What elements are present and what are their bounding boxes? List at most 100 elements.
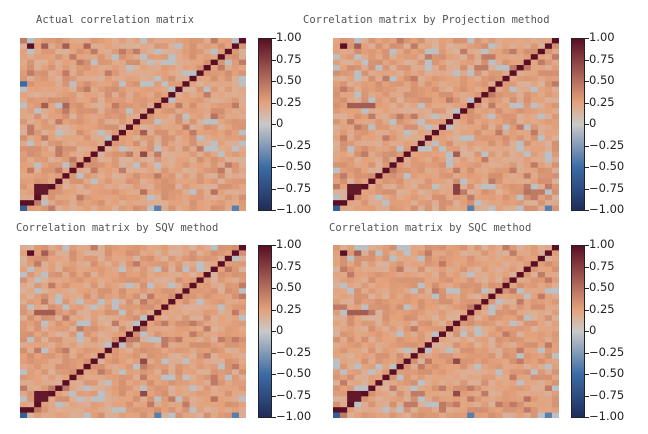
heatmap-cell bbox=[182, 250, 190, 257]
heatmap-cell bbox=[453, 173, 461, 179]
heatmap-cell bbox=[27, 250, 35, 257]
heatmap-cell bbox=[460, 189, 468, 196]
heatmap-cell bbox=[217, 162, 226, 169]
heatmap-cell bbox=[446, 162, 454, 169]
heatmap-cell bbox=[125, 358, 134, 365]
heatmap-cell bbox=[168, 396, 176, 403]
heatmap-cell bbox=[537, 299, 546, 305]
heatmap-cell bbox=[182, 385, 190, 392]
heatmap-cell bbox=[133, 315, 141, 322]
colorbar-tick-mark bbox=[585, 353, 589, 354]
heatmap-cell bbox=[509, 250, 518, 257]
heatmap-cell bbox=[530, 320, 539, 327]
heatmap-cell bbox=[446, 102, 454, 109]
heatmap-cell bbox=[133, 205, 141, 211]
heatmap-cell bbox=[537, 363, 546, 370]
heatmap-cell bbox=[354, 81, 362, 88]
heatmap-cell bbox=[382, 353, 390, 359]
heatmap-cell bbox=[118, 342, 127, 349]
heatmap-cell bbox=[154, 266, 162, 273]
heatmap-cell bbox=[161, 309, 169, 316]
heatmap-cell bbox=[34, 59, 42, 66]
heatmap-cell bbox=[238, 369, 246, 376]
heatmap-cell bbox=[460, 353, 468, 359]
heatmap-cell bbox=[76, 374, 84, 381]
heatmap-cell bbox=[481, 315, 489, 322]
heatmap-cell bbox=[118, 272, 127, 278]
heatmap-cell bbox=[537, 200, 546, 206]
heatmap-cell bbox=[523, 102, 532, 109]
heatmap-cell bbox=[34, 347, 42, 354]
heatmap-cell bbox=[453, 363, 461, 370]
heatmap-cell bbox=[431, 272, 440, 278]
heatmap-cell bbox=[111, 135, 120, 142]
heatmap-cell bbox=[495, 326, 503, 332]
heatmap-cell bbox=[403, 48, 412, 55]
heatmap-cell bbox=[375, 38, 383, 44]
heatmap-cell bbox=[97, 140, 106, 147]
heatmap-cell bbox=[410, 178, 419, 185]
heatmap-cell bbox=[147, 81, 155, 88]
heatmap-cell bbox=[34, 70, 42, 77]
heatmap-cell bbox=[523, 43, 532, 50]
heatmap-cell bbox=[175, 129, 183, 136]
heatmap-cell bbox=[523, 412, 532, 418]
heatmap-cell bbox=[41, 282, 49, 289]
heatmap-cell bbox=[453, 124, 461, 131]
heatmap-cell bbox=[431, 347, 440, 354]
heatmap-cell bbox=[460, 162, 468, 169]
heatmap-cell bbox=[453, 43, 461, 50]
heatmap-cell bbox=[347, 390, 355, 397]
heatmap-cell bbox=[217, 146, 226, 152]
heatmap-cell bbox=[537, 288, 546, 295]
heatmap-cell bbox=[76, 43, 84, 50]
heatmap-cell bbox=[168, 347, 176, 354]
heatmap-cell bbox=[217, 277, 226, 284]
heatmap-cell bbox=[97, 173, 106, 179]
heatmap-cell bbox=[203, 266, 212, 273]
heatmap-cell bbox=[238, 331, 246, 338]
heatmap-cell bbox=[474, 65, 482, 71]
heatmap-cell bbox=[238, 396, 246, 403]
heatmap-cell bbox=[453, 331, 461, 338]
heatmap-cell bbox=[488, 129, 496, 136]
heatmap-cell bbox=[203, 336, 212, 343]
heatmap-cell bbox=[224, 205, 233, 211]
heatmap-cell bbox=[140, 151, 148, 158]
heatmap-cell bbox=[438, 54, 447, 61]
heatmap-cell bbox=[48, 124, 56, 131]
heatmap-cell bbox=[62, 113, 70, 120]
heatmap-cell bbox=[424, 129, 433, 136]
heatmap-cell bbox=[354, 320, 362, 327]
heatmap-cell bbox=[111, 113, 120, 120]
heatmap-cell bbox=[231, 396, 240, 403]
heatmap-cell bbox=[361, 65, 369, 71]
heatmap-cell bbox=[375, 315, 383, 322]
heatmap-cell bbox=[196, 173, 205, 179]
heatmap-cell bbox=[48, 135, 56, 142]
heatmap-cell bbox=[438, 396, 447, 403]
heatmap-cell bbox=[83, 59, 92, 66]
heatmap-cell bbox=[396, 102, 405, 109]
heatmap-cell bbox=[224, 342, 233, 349]
heatmap-cell bbox=[460, 299, 468, 305]
heatmap-cell bbox=[368, 205, 376, 211]
heatmap-cell bbox=[495, 272, 503, 278]
heatmap-cell bbox=[175, 353, 183, 359]
colorbar-tick-label: −0.50 bbox=[589, 366, 625, 380]
heatmap-cell bbox=[161, 146, 169, 152]
colorbar-tick-mark bbox=[585, 267, 589, 268]
heatmap-cell bbox=[48, 173, 56, 179]
heatmap-cell bbox=[431, 250, 440, 257]
heatmap-cell bbox=[161, 250, 169, 257]
heatmap-cell bbox=[69, 380, 77, 386]
heatmap-cell bbox=[69, 390, 77, 397]
heatmap-cell bbox=[474, 38, 482, 44]
heatmap-cell bbox=[446, 266, 454, 273]
heatmap-cell bbox=[189, 38, 197, 44]
heatmap-cell bbox=[495, 255, 503, 262]
heatmap-cell bbox=[175, 412, 183, 418]
heatmap-cell bbox=[481, 108, 489, 115]
heatmap-cell bbox=[502, 194, 510, 201]
heatmap-cell bbox=[446, 38, 454, 44]
